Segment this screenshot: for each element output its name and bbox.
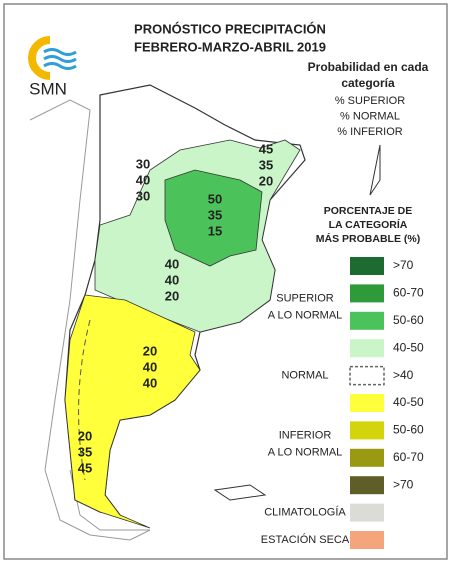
key-item: % INFERIOR xyxy=(337,126,402,138)
region-value: 40 xyxy=(165,256,179,271)
region-value: 20 xyxy=(78,428,92,443)
legend-group-label: A LO NORMAL xyxy=(268,310,343,322)
legend-title: PORCENTAJE DE xyxy=(324,205,413,217)
chile-coast xyxy=(29,99,151,541)
legend-swatch xyxy=(350,284,384,303)
logo-text: SMN xyxy=(29,79,67,98)
legend-label: 40-50 xyxy=(393,395,424,409)
legend-label: >40 xyxy=(393,368,414,382)
legend-label: >70 xyxy=(393,258,414,272)
region-value: 20 xyxy=(259,173,273,188)
region-value: 50 xyxy=(208,191,222,206)
logo-waves xyxy=(43,48,77,70)
region-superior-50-60 xyxy=(164,169,263,267)
legend-group-label: A LO NORMAL xyxy=(268,447,343,459)
legend-title: MÁS PROBABLE (%) xyxy=(316,232,420,245)
legend-label: >70 xyxy=(393,477,414,491)
region-value: 40 xyxy=(143,375,157,390)
region-value: 40 xyxy=(143,359,157,374)
region-boundary xyxy=(78,319,91,481)
map xyxy=(29,84,381,541)
region-value: 20 xyxy=(165,288,179,303)
legend-swatch xyxy=(350,257,384,275)
legend-swatch xyxy=(350,531,384,549)
region-value: 35 xyxy=(208,207,222,222)
legend-swatch xyxy=(350,476,384,495)
region-value: 20 xyxy=(143,343,157,358)
legend-group-label: SUPERIOR xyxy=(276,293,334,305)
legend-swatch xyxy=(350,503,384,522)
region-value: 15 xyxy=(208,223,222,238)
region-value: 30 xyxy=(136,156,150,171)
region-value: 45 xyxy=(259,141,273,156)
legend-swatch xyxy=(350,448,384,467)
region-value: 45 xyxy=(78,460,92,475)
region-value: 35 xyxy=(78,444,92,459)
legend-group-label: CLIMATOLOGÍA xyxy=(264,506,346,519)
legend-swatch xyxy=(350,394,384,412)
key-item: % SUPERIOR xyxy=(335,95,405,107)
title: FEBRERO-MARZO-ABRIL 2019 xyxy=(134,39,326,54)
region-value: 40 xyxy=(136,172,150,187)
key-title: categoría xyxy=(341,76,395,90)
region-inferior-40-50 xyxy=(64,294,201,529)
legend-swatch xyxy=(349,365,385,386)
legend-label: 40-50 xyxy=(393,340,424,354)
legend-title: LA CATEGORÍA xyxy=(329,218,408,231)
legend-swatch xyxy=(350,339,384,358)
key-title: Probabilidad en cada xyxy=(308,60,429,74)
legend-group-label: NORMAL xyxy=(281,370,328,382)
region-value: 40 xyxy=(165,272,179,287)
legend-swatch xyxy=(350,421,384,440)
legend-group-label: INFERIOR xyxy=(279,430,332,442)
legend-label: 50-60 xyxy=(393,423,424,437)
islands xyxy=(369,144,381,196)
legend-label: 60-70 xyxy=(393,450,424,464)
legend-group-label: ESTACIÓN SECA xyxy=(261,533,350,546)
region-value: 30 xyxy=(136,188,150,203)
legend-label: 60-70 xyxy=(393,286,424,300)
logo-sun xyxy=(28,36,51,80)
region-value: 35 xyxy=(259,157,273,172)
annotations: Probabilidad en cada categoría % SUPERIOR%… xyxy=(78,60,429,549)
title: PRONÓSTICO PRECIPITACIÓN xyxy=(134,21,326,36)
key-item: % NORMAL xyxy=(340,110,400,122)
logo: SMN xyxy=(28,36,77,98)
legend-swatch xyxy=(350,311,384,330)
islands xyxy=(213,484,267,501)
legend-label: 50-60 xyxy=(393,313,424,327)
